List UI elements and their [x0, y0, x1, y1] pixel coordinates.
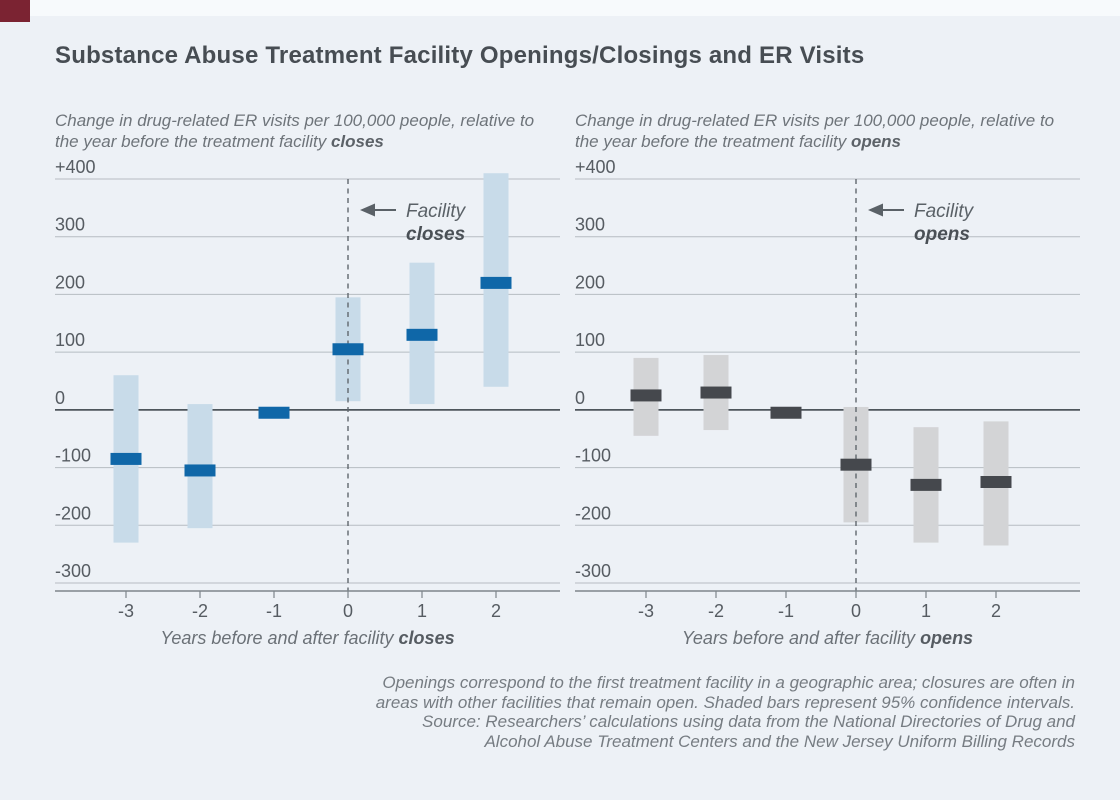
x-tick-label: 0	[851, 601, 861, 621]
x-tick-label: -1	[266, 601, 282, 621]
chart-footnote: Openings correspond to the first treatme…	[0, 673, 1075, 751]
closes-chart: +400 300 200 100 0 -100 -200 -300 Facilitycloses…	[55, 158, 560, 621]
closes-xlabel-text: Years before and after facility	[160, 628, 394, 648]
x-tick-label: -1	[778, 601, 794, 621]
closes-x-axis-label: Years before and after facility closes	[55, 628, 560, 649]
closes-xlabel-keyword: closes	[398, 628, 455, 648]
y-tick-label: -100	[55, 446, 91, 466]
charts-row: Change in drug-related ER visits per 100…	[55, 110, 1120, 649]
y-tick-label: -200	[575, 503, 611, 523]
opens-subtitle-keyword: opens	[850, 132, 901, 151]
point-marker	[700, 386, 732, 399]
y-tick-label: -300	[55, 561, 91, 581]
y-tick-label: -100	[575, 446, 611, 466]
x-tick-label: -3	[118, 601, 134, 621]
annotation-line1: Facility	[406, 201, 467, 222]
footnote-line: areas with other facilities that remain …	[375, 692, 1075, 712]
point-marker	[770, 406, 802, 419]
y-tick-label: 200	[575, 272, 605, 292]
annotation-line1: Facility	[914, 201, 975, 222]
point-marker	[910, 478, 942, 491]
opens-xlabel-text: Years before and after facility	[681, 628, 916, 648]
point-marker	[840, 458, 872, 471]
point-marker	[480, 276, 512, 289]
closes-subtitle: Change in drug-related ER visits per 100…	[55, 110, 560, 156]
x-tick-label: -2	[192, 601, 208, 621]
panel-facility-closes: Change in drug-related ER visits per 100…	[55, 110, 560, 649]
point-marker	[980, 476, 1012, 488]
y-tick-label: 0	[575, 388, 585, 408]
point-marker	[110, 452, 142, 465]
y-tick-label: 300	[55, 215, 85, 235]
y-tick-label: +400	[575, 158, 616, 177]
y-tick-label: 100	[575, 330, 605, 350]
x-tick-label: 2	[491, 601, 501, 621]
y-tick-label: -200	[55, 503, 91, 523]
y-tick-label: 0	[55, 388, 65, 408]
arrow-left-icon	[868, 203, 883, 217]
brand-mark	[0, 0, 30, 22]
point-marker	[258, 406, 290, 419]
point-marker	[406, 328, 438, 341]
page-title: Substance Abuse Treatment Facility Openi…	[55, 42, 865, 69]
y-tick-label: -300	[575, 561, 611, 581]
annotation-line2: opens	[914, 224, 970, 245]
opens-x-axis-label: Years before and after facility opens	[575, 628, 1080, 649]
x-tick-label: -3	[638, 601, 654, 621]
x-tick-label: 0	[343, 601, 353, 621]
x-tick-label: 1	[417, 601, 427, 621]
y-tick-label: 300	[575, 215, 605, 235]
x-tick-label: -2	[708, 601, 724, 621]
footnote-line: Alcohol Abuse Treatment Centers and the …	[484, 731, 1075, 751]
footnote-line: Openings correspond to the first treatme…	[382, 673, 1075, 692]
point-marker	[184, 464, 216, 477]
point-marker	[630, 389, 662, 402]
annotation-line2: closes	[406, 224, 465, 245]
x-tick-label: 1	[921, 601, 931, 621]
closes-subtitle-keyword: closes	[330, 132, 384, 151]
opens-xlabel-keyword: opens	[920, 628, 974, 648]
point-marker	[332, 343, 364, 356]
top-strip	[0, 0, 1120, 16]
x-tick-label: 2	[991, 601, 1001, 621]
closes-subtitle-text: Change in drug-related ER visits per 100…	[55, 111, 535, 151]
y-tick-label: +400	[55, 158, 96, 177]
y-tick-label: 200	[55, 272, 85, 292]
y-tick-label: 100	[55, 330, 85, 350]
panel-facility-opens: Change in drug-related ER visits per 100…	[575, 110, 1080, 649]
opens-subtitle: Change in drug-related ER visits per 100…	[575, 110, 1080, 156]
opens-subtitle-text: Change in drug-related ER visits per 100…	[575, 111, 1055, 151]
arrow-left-icon	[360, 203, 375, 217]
footnote-line: Source: Researchers’ calculations using …	[422, 712, 1075, 731]
